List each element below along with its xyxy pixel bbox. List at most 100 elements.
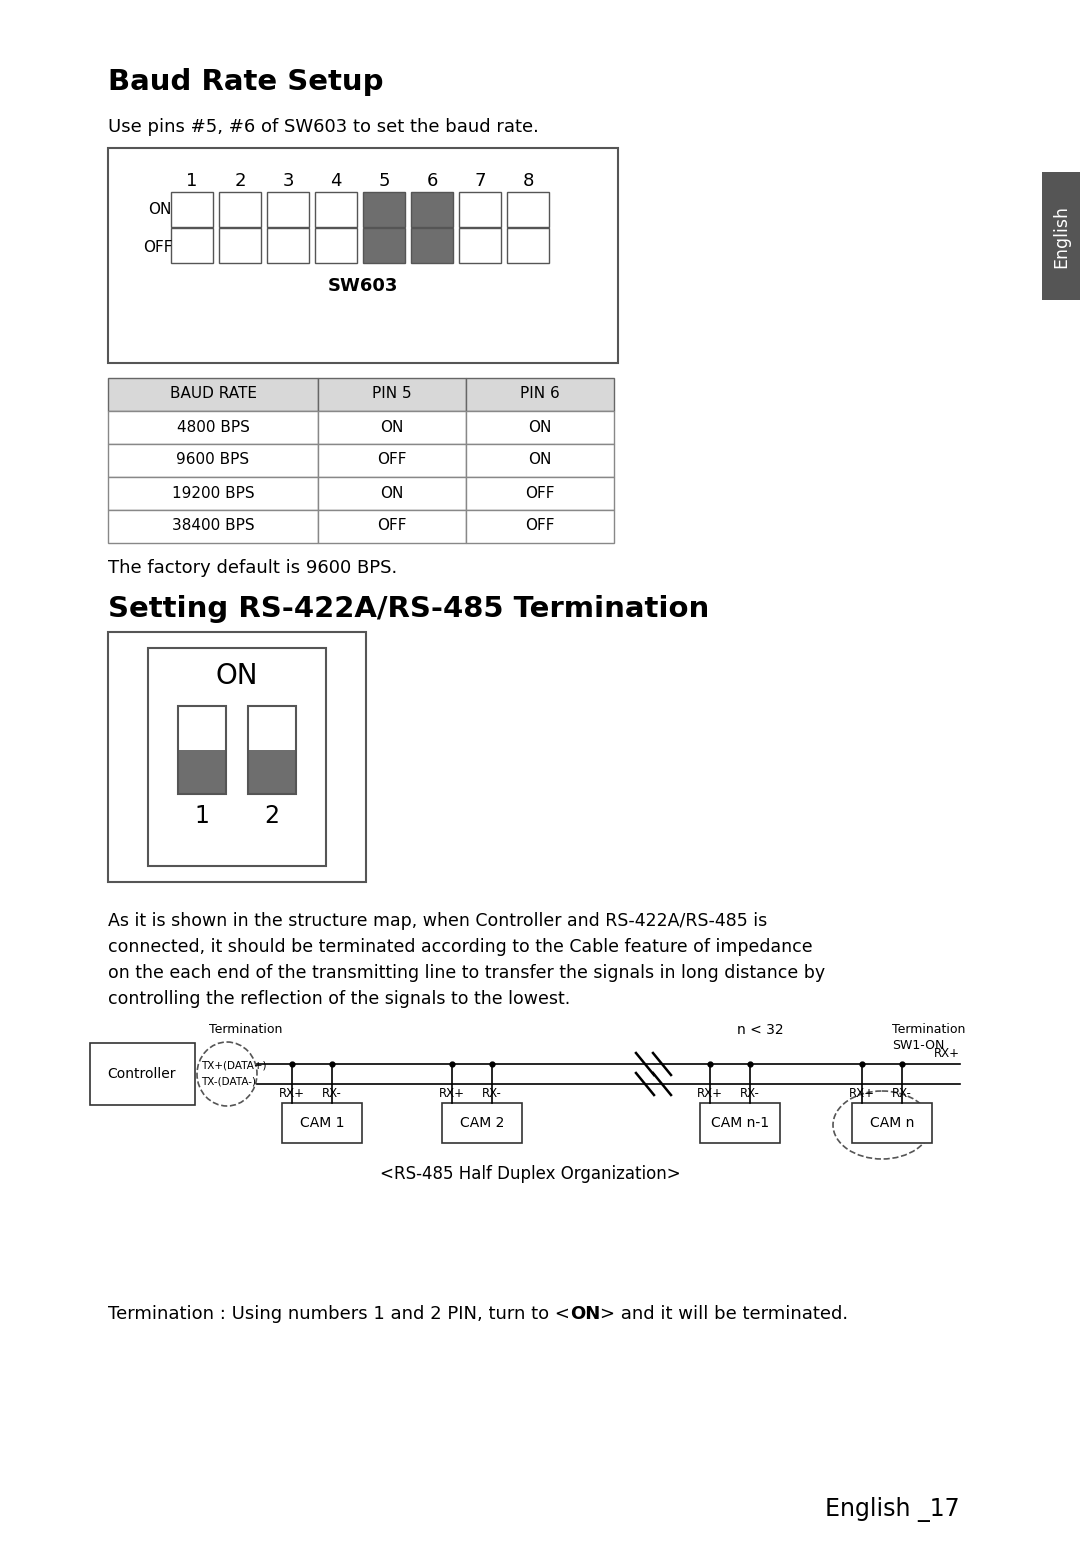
Bar <box>411 228 453 262</box>
Text: CAM n: CAM n <box>869 1116 914 1129</box>
Text: BAUD RATE: BAUD RATE <box>170 386 257 401</box>
Bar <box>178 707 226 795</box>
Text: Use pins #5, #6 of SW603 to set the baud rate.: Use pins #5, #6 of SW603 to set the baud… <box>108 117 539 136</box>
Text: RX+: RX+ <box>697 1086 723 1100</box>
Text: CAM n-1: CAM n-1 <box>711 1116 769 1129</box>
Bar <box>318 511 465 543</box>
Text: 38400 BPS: 38400 BPS <box>172 518 254 534</box>
Bar <box>465 444 615 477</box>
Text: 8: 8 <box>523 171 534 190</box>
Bar <box>108 410 318 444</box>
Text: RX+: RX+ <box>438 1086 465 1100</box>
Text: 6: 6 <box>427 171 437 190</box>
Text: English: English <box>1052 205 1070 267</box>
Bar <box>852 1103 932 1143</box>
Bar <box>282 1103 362 1143</box>
Text: RX+: RX+ <box>279 1086 305 1100</box>
Bar <box>108 378 318 410</box>
Bar <box>465 378 615 410</box>
Text: 9600 BPS: 9600 BPS <box>176 452 249 468</box>
Text: ON: ON <box>570 1305 600 1322</box>
Bar <box>1042 171 1080 299</box>
Bar <box>108 444 318 477</box>
Bar <box>219 191 261 227</box>
Text: Setting RS-422A/RS-485 Termination: Setting RS-422A/RS-485 Termination <box>108 596 710 623</box>
Text: RX-: RX- <box>740 1086 760 1100</box>
Text: Baud Rate Setup: Baud Rate Setup <box>108 68 383 96</box>
Bar <box>363 228 405 262</box>
Text: CAM 2: CAM 2 <box>460 1116 504 1129</box>
Text: 1: 1 <box>187 171 198 190</box>
Text: OFF: OFF <box>525 518 555 534</box>
Text: ON: ON <box>148 202 172 218</box>
Bar <box>465 511 615 543</box>
Bar <box>315 191 357 227</box>
Text: PIN 5: PIN 5 <box>373 386 411 401</box>
Text: 2: 2 <box>234 171 246 190</box>
Text: SW1-ON: SW1-ON <box>892 1038 944 1052</box>
Bar <box>248 707 296 795</box>
Text: As it is shown in the structure map, when Controller and RS-422A/RS-485 is: As it is shown in the structure map, whe… <box>108 912 767 930</box>
Bar <box>411 191 453 227</box>
Text: RX+: RX+ <box>849 1086 875 1100</box>
Text: n < 32: n < 32 <box>737 1023 783 1037</box>
Bar <box>178 707 226 750</box>
Text: 19200 BPS: 19200 BPS <box>172 486 254 500</box>
Text: CAM 1: CAM 1 <box>300 1116 345 1129</box>
Text: 4: 4 <box>330 171 341 190</box>
Bar <box>318 477 465 511</box>
Bar <box>459 191 501 227</box>
Text: ON: ON <box>380 486 404 500</box>
Bar <box>507 191 549 227</box>
Text: > and it will be terminated.: > and it will be terminated. <box>600 1305 848 1322</box>
Text: OFF: OFF <box>525 486 555 500</box>
Text: connected, it should be terminated according to the Cable feature of impedance: connected, it should be terminated accor… <box>108 938 812 957</box>
Bar <box>108 633 366 883</box>
Text: RX-: RX- <box>322 1086 342 1100</box>
Bar <box>318 410 465 444</box>
Text: 7: 7 <box>474 171 486 190</box>
Bar <box>700 1103 780 1143</box>
Text: TX+(DATA+): TX+(DATA+) <box>201 1060 267 1069</box>
Bar <box>318 444 465 477</box>
Bar <box>171 228 213 262</box>
Text: ON: ON <box>380 420 404 435</box>
Bar <box>108 477 318 511</box>
Text: ON: ON <box>216 662 258 690</box>
Text: 5: 5 <box>378 171 390 190</box>
Text: 4800 BPS: 4800 BPS <box>176 420 249 435</box>
Text: OFF: OFF <box>377 518 407 534</box>
Text: <RS-485 Half Duplex Organization>: <RS-485 Half Duplex Organization> <box>380 1165 680 1183</box>
Text: Termination: Termination <box>210 1023 282 1035</box>
Text: The factory default is 9600 BPS.: The factory default is 9600 BPS. <box>108 559 397 577</box>
Text: 2: 2 <box>265 804 280 829</box>
Bar <box>178 750 226 795</box>
Text: Termination: Termination <box>892 1023 966 1035</box>
Text: OFF: OFF <box>377 452 407 468</box>
Bar <box>108 511 318 543</box>
Bar <box>219 228 261 262</box>
Text: Controller: Controller <box>108 1068 176 1082</box>
Text: RX-: RX- <box>892 1086 912 1100</box>
Bar <box>90 1043 195 1105</box>
Text: 1: 1 <box>194 804 210 829</box>
Text: RX+: RX+ <box>934 1048 960 1060</box>
Bar <box>248 750 296 795</box>
Bar <box>442 1103 522 1143</box>
Text: on the each end of the transmitting line to transfer the signals in long distanc: on the each end of the transmitting line… <box>108 964 825 981</box>
Bar <box>248 707 296 750</box>
Text: English _17: English _17 <box>825 1497 960 1521</box>
Text: RX-: RX- <box>482 1086 502 1100</box>
Text: PIN 6: PIN 6 <box>521 386 559 401</box>
Bar <box>148 648 326 866</box>
Text: SW603: SW603 <box>328 278 399 295</box>
Bar <box>363 191 405 227</box>
Text: 3: 3 <box>282 171 294 190</box>
Text: ON: ON <box>528 452 552 468</box>
Bar <box>315 228 357 262</box>
Bar <box>267 191 309 227</box>
Bar <box>108 148 618 363</box>
Bar <box>465 410 615 444</box>
Text: Termination : Using numbers 1 and 2 PIN, turn to <: Termination : Using numbers 1 and 2 PIN,… <box>108 1305 570 1322</box>
Text: TX-(DATA-): TX-(DATA-) <box>201 1077 256 1086</box>
